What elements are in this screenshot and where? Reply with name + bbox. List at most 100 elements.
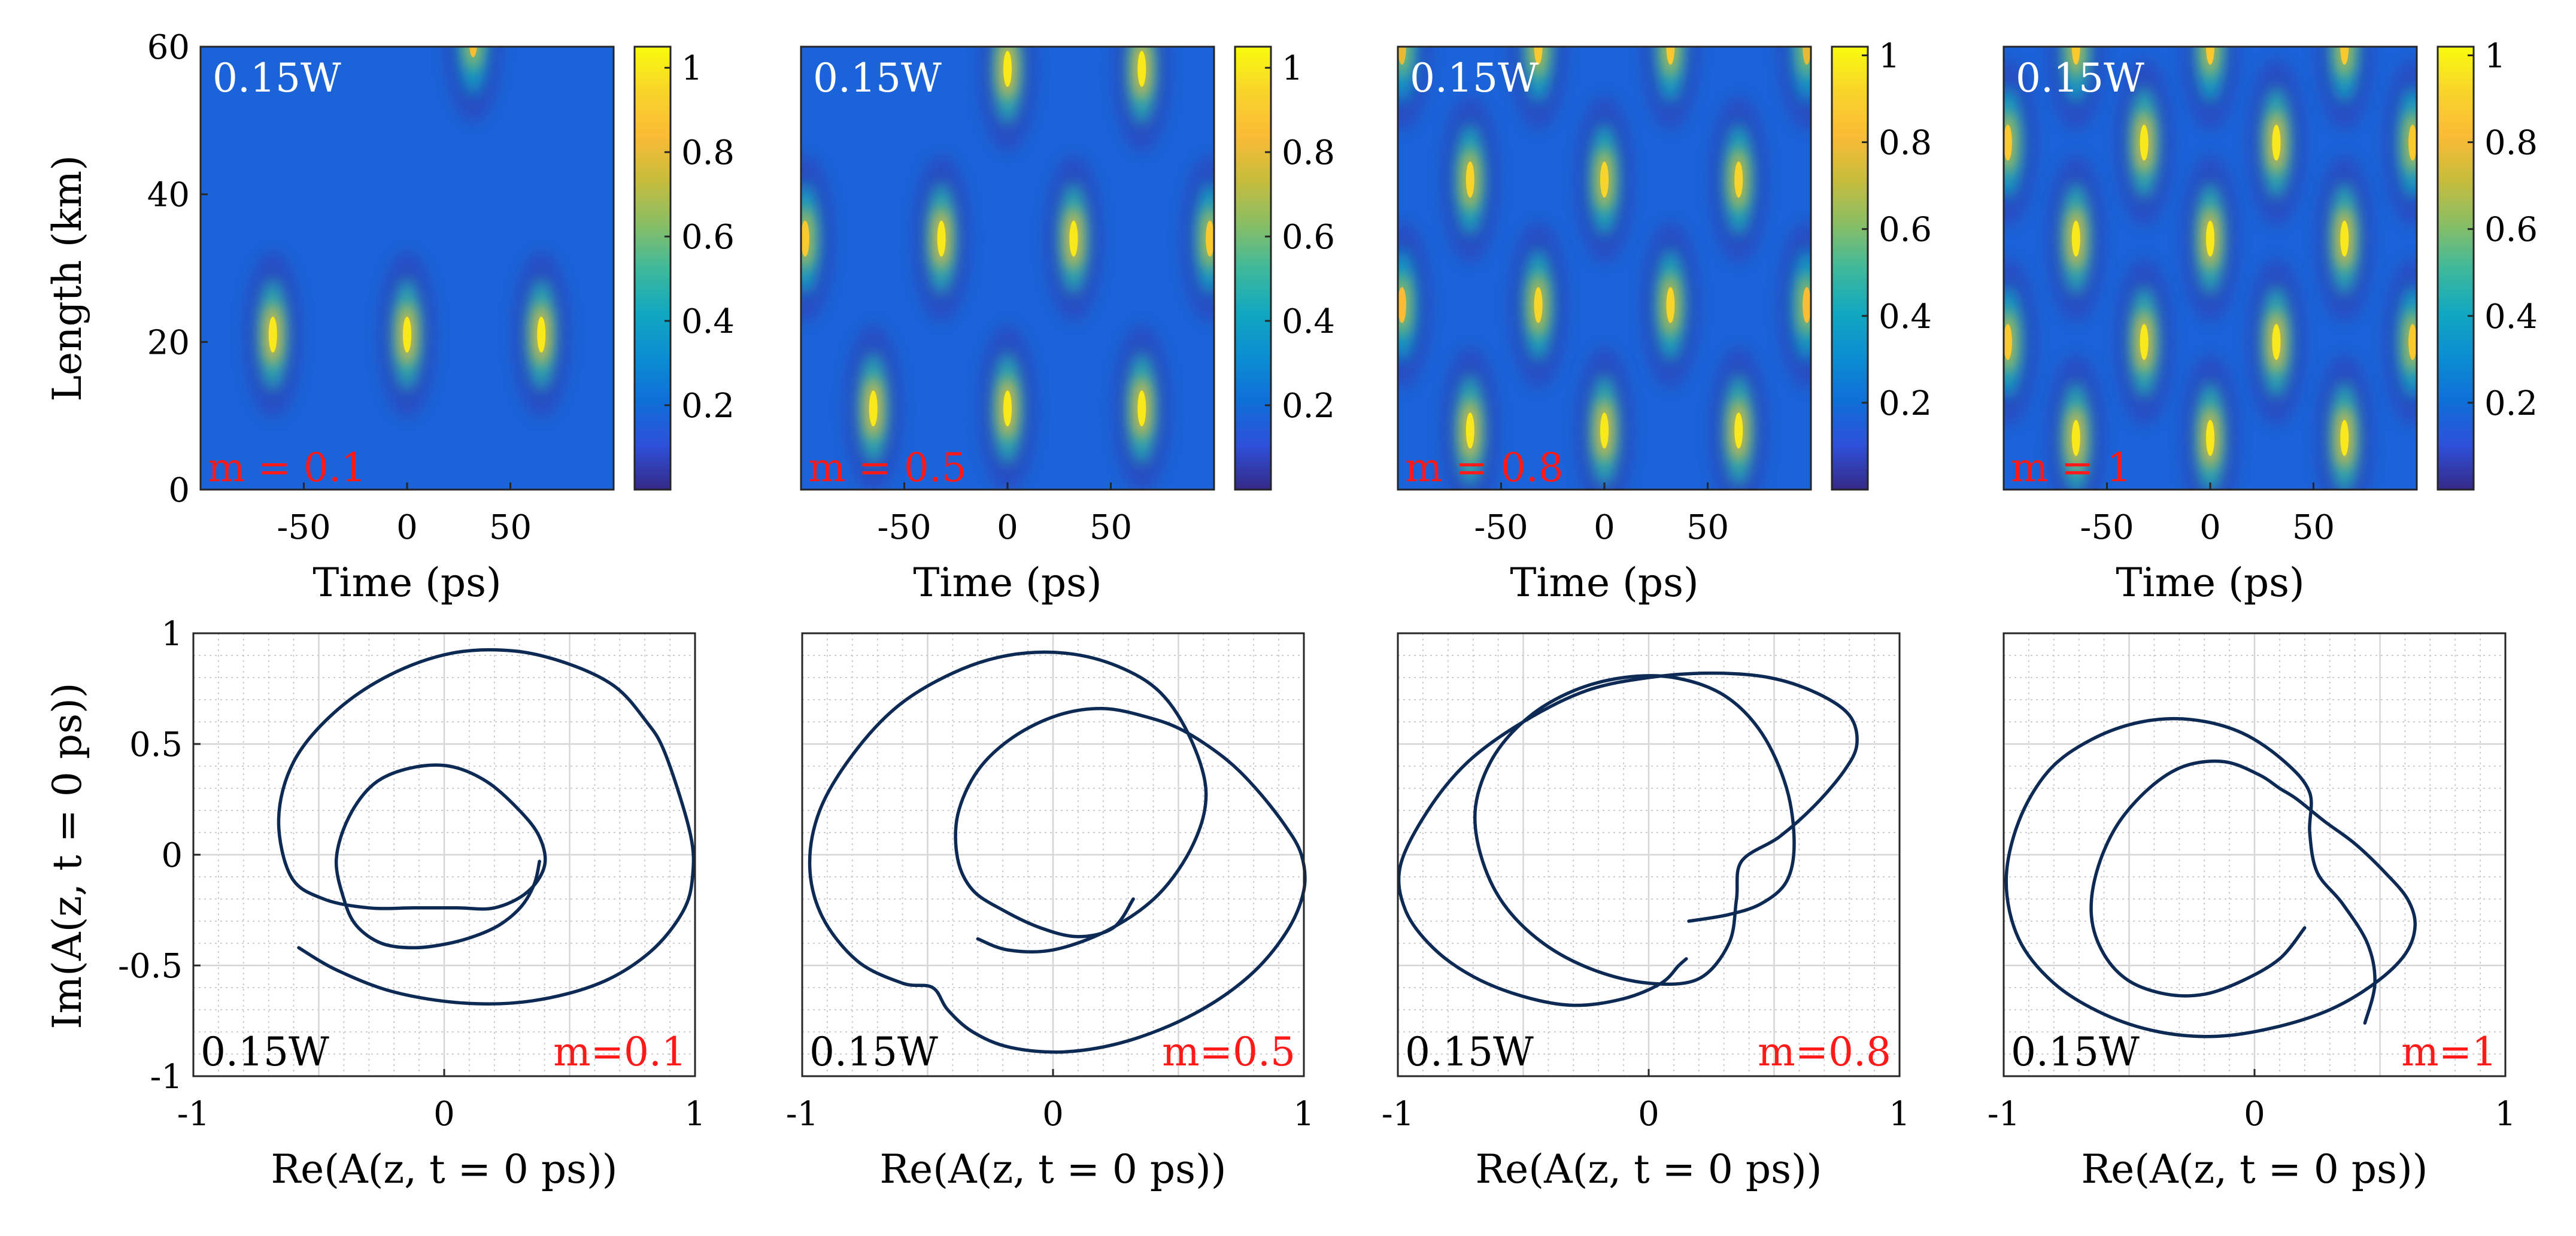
peak-core [469, 47, 477, 57]
heatmap-peak [512, 251, 571, 418]
phase-y-axis-label: Im(A(z, t = 0 ps)) [44, 683, 90, 1030]
y-tick-label: -1 [150, 1058, 183, 1097]
y-tick-label: 20 [147, 323, 190, 362]
peak-core [1666, 287, 1675, 323]
peak-core [2004, 324, 2012, 360]
colorbar-tick-label: 0.8 [1282, 133, 1335, 172]
trajectory-line [2004, 716, 2417, 1038]
x-tick-label: 1 [1293, 1095, 1315, 1134]
peak-body [465, 47, 481, 71]
peak-core [1803, 47, 1811, 65]
heatmap-peak [1398, 47, 1431, 130]
heatmap-peak [912, 154, 970, 323]
phase-x-axis-label: Re(A(z, t = 0 ps)) [2081, 1146, 2428, 1192]
phase-x-axis-label: Re(A(z, t = 0 ps)) [879, 1146, 1226, 1192]
y-tick-label: 40 [147, 176, 190, 215]
y-tick-label: 0.5 [129, 725, 183, 764]
peak-core [1734, 162, 1743, 198]
phase-panel-3: -1 0 1 Re(A(z, t = 0 ps)) 0.15W m=0.8 [1382, 632, 1910, 1192]
colorbar-tick-label: 0.6 [1282, 218, 1335, 257]
heatmap-peak [2181, 47, 2239, 130]
heatmap-peak [1710, 347, 1768, 490]
colorbar-tick-label: 1 [681, 49, 703, 88]
power-label: 0.15W [2016, 55, 2144, 101]
heatmap-peak [1642, 221, 1700, 389]
peak-core [1137, 51, 1146, 87]
peak-core [1398, 287, 1406, 323]
peak-halo [459, 47, 488, 95]
x-tick-label: -1 [177, 1095, 210, 1134]
peak-core [1666, 47, 1675, 65]
power-label: 0.15W [1405, 1029, 1534, 1075]
x-tick-label: 0 [997, 508, 1018, 547]
x-tick-label: -1 [786, 1095, 819, 1134]
peak-core [268, 317, 277, 353]
peak-core [403, 317, 411, 353]
heatmap-peak [2384, 258, 2417, 426]
power-label: 0.15W [1410, 55, 1539, 101]
heatmap-peak [1509, 221, 1567, 389]
peak-core [801, 220, 809, 257]
heatmap-peak [2384, 59, 2417, 227]
trajectory-line [1397, 671, 1859, 1007]
colorbar-tick-label: 0.2 [681, 387, 735, 426]
heatmap-peak [2247, 59, 2305, 227]
peak-core [2071, 220, 2080, 257]
colorbar-gradient [2437, 45, 2475, 491]
heatmap-peak [1181, 154, 1214, 323]
peak-core [2004, 124, 2012, 161]
peak-core [2071, 47, 2080, 65]
m-label: m = 0.8 [1405, 445, 1564, 491]
heatmap-peak [844, 324, 902, 490]
heatmap-peak [1441, 347, 1499, 490]
m-label: m = 0.1 [208, 445, 366, 491]
colorbar-tick-label: 0.6 [1879, 211, 1932, 250]
peak-core [2206, 220, 2214, 257]
colorbar-tick-label: 0.4 [1282, 302, 1335, 341]
heatmap-peaks [801, 47, 1214, 490]
peak-core [2140, 124, 2149, 161]
peak-core [1466, 412, 1474, 449]
heatmap-peak [2316, 354, 2374, 490]
x-tick-label: 0 [1594, 508, 1615, 547]
x-tick-label: 50 [1686, 508, 1729, 547]
colorbar: 0.2 0.4 0.6 0.8 1 [1234, 45, 1335, 491]
m-label: m = 1 [2011, 445, 2132, 491]
heatmap-peak [444, 47, 502, 123]
colorbar-tick-label: 0.8 [1879, 124, 1932, 163]
heatmap-peaks [1398, 47, 1811, 490]
y-tick-label: 0 [161, 836, 183, 875]
peak-core [2140, 324, 2149, 360]
heatmap-peak [2115, 258, 2173, 426]
colorbar-tick-label: 1 [2484, 37, 2506, 76]
heatmap-peak [1778, 221, 1811, 389]
y-tick-label: -0.5 [118, 947, 183, 986]
heatmap-peak [1398, 221, 1431, 389]
peak-core [1398, 47, 1406, 65]
phase-panel-4: -1 0 1 Re(A(z, t = 0 ps)) 0.15W m=1 [1988, 632, 2516, 1192]
heatmap-peak [244, 251, 302, 418]
x-tick-label: 1 [2495, 1095, 2516, 1134]
peak-core [2408, 124, 2417, 161]
peak-core [1600, 162, 1609, 198]
colorbar-gradient [1831, 45, 1869, 491]
power-label: 0.15W [213, 55, 341, 101]
heatmap-peak [2004, 258, 2037, 426]
heatmap-peak [2181, 354, 2239, 490]
heatmap-peak [1576, 96, 1633, 263]
peak-core [2272, 324, 2281, 360]
heatmap-peak [1642, 47, 1700, 130]
heatmap-x-axis-label: Time (ps) [913, 560, 1102, 606]
peak-core [1600, 412, 1609, 449]
heatmap-peak [2316, 47, 2374, 130]
x-tick-label: -1 [1988, 1095, 2020, 1134]
colorbar: 0.2 0.4 0.6 0.8 1 [633, 45, 735, 491]
peak-core [937, 220, 946, 257]
x-tick-label: 0 [2244, 1095, 2265, 1134]
power-label: 0.15W [813, 55, 942, 101]
peak-core [2340, 220, 2349, 257]
colorbar-tick-label: 0.4 [681, 302, 735, 341]
heatmap-peak [2047, 354, 2105, 490]
heatmap-panel-3: -50 0 50 Time (ps) 0.15W m = 0.8 0.2 0.4 0.6 0.8 1 [1397, 37, 1932, 606]
m-label: m=1 [2401, 1029, 2497, 1075]
